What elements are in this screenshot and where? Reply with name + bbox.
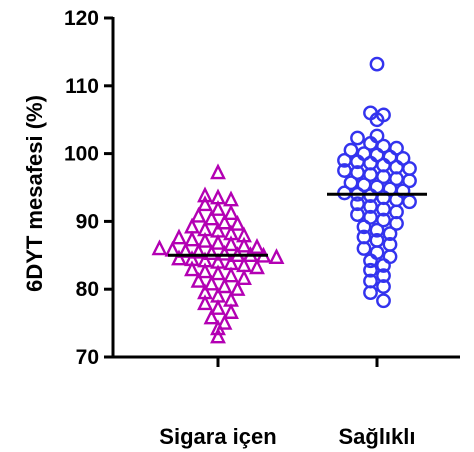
triangle-point [210,299,226,315]
triangle-point [268,248,285,265]
y-tick-label: 80 [76,278,99,301]
triangle-point [197,186,213,203]
triangle-point [171,228,187,245]
y-tick-label: 100 [64,143,99,166]
triangle-point [216,277,233,294]
circle-point [402,161,417,176]
triangle-point [223,235,239,252]
triangle-point [171,249,187,266]
triangle-point [197,231,213,248]
triangle-point [203,209,220,226]
circle-point [376,279,391,294]
triangle-point [184,230,200,247]
circle-point [363,285,378,300]
circle-point [369,222,385,238]
circle-point [369,245,385,260]
data-points [151,56,417,344]
circle-point [376,258,391,273]
triangle-point [216,213,233,230]
triangle-point [203,308,220,325]
y-tick-label: 90 [76,210,99,233]
circle-point [382,249,398,265]
triangle-point [216,244,233,261]
triangle-point [203,244,220,260]
circle-point [376,268,391,284]
triangle-point [164,240,181,257]
triangle-point [210,327,226,344]
triangle-point [210,163,226,180]
triangle-point [223,303,239,319]
category-label: Sigara içen [159,424,276,449]
circle-point [402,194,417,210]
circle-point [376,212,391,228]
circle-point [382,226,398,242]
circle-point [369,112,385,128]
triangle-point [210,233,226,250]
circle-point [350,130,365,146]
triangle-point [151,239,168,256]
triangle-point [216,313,233,330]
triangle-point [197,262,213,279]
triangle-point [190,206,207,223]
triangle-point [197,195,213,212]
circle-point [356,241,372,256]
triangle-point [184,260,200,277]
category-label: Sağlıklı [338,424,415,449]
triangle-point [223,190,239,207]
triangle-point [197,294,213,311]
triangle-point [223,204,239,220]
triangle-point [210,319,226,336]
circle-point [356,219,372,235]
axes [111,17,460,359]
y-tick-label: 110 [65,75,99,98]
triangle-point [229,214,246,231]
triangle-point [190,271,207,288]
circle-point [369,56,385,72]
triangle-point [190,242,207,259]
triangle-point [249,258,265,275]
triangle-point [249,237,265,254]
triangle-point [236,236,252,253]
triangle-point [223,266,239,283]
circle-point [363,262,378,278]
circle-point [389,216,404,231]
y-tick-label: 120 [64,7,99,30]
y-ticks: 70 80 90 100 110 120 [64,7,113,369]
triangle-point [210,264,226,281]
circle-point [402,173,417,189]
triangle-point [229,280,246,296]
y-tick-label: 70 [76,346,99,369]
triangle-point [236,269,252,286]
circle-point [343,142,359,158]
circle-point [363,253,378,269]
triangle-point [210,200,226,216]
triangle-point [203,274,220,291]
y-axis-title: 6DYT mesafesi (%) [22,95,47,292]
circle-point [376,293,391,309]
x-ticks: Sigara içen Sağlıklı [159,357,416,449]
median-lines [168,192,427,257]
